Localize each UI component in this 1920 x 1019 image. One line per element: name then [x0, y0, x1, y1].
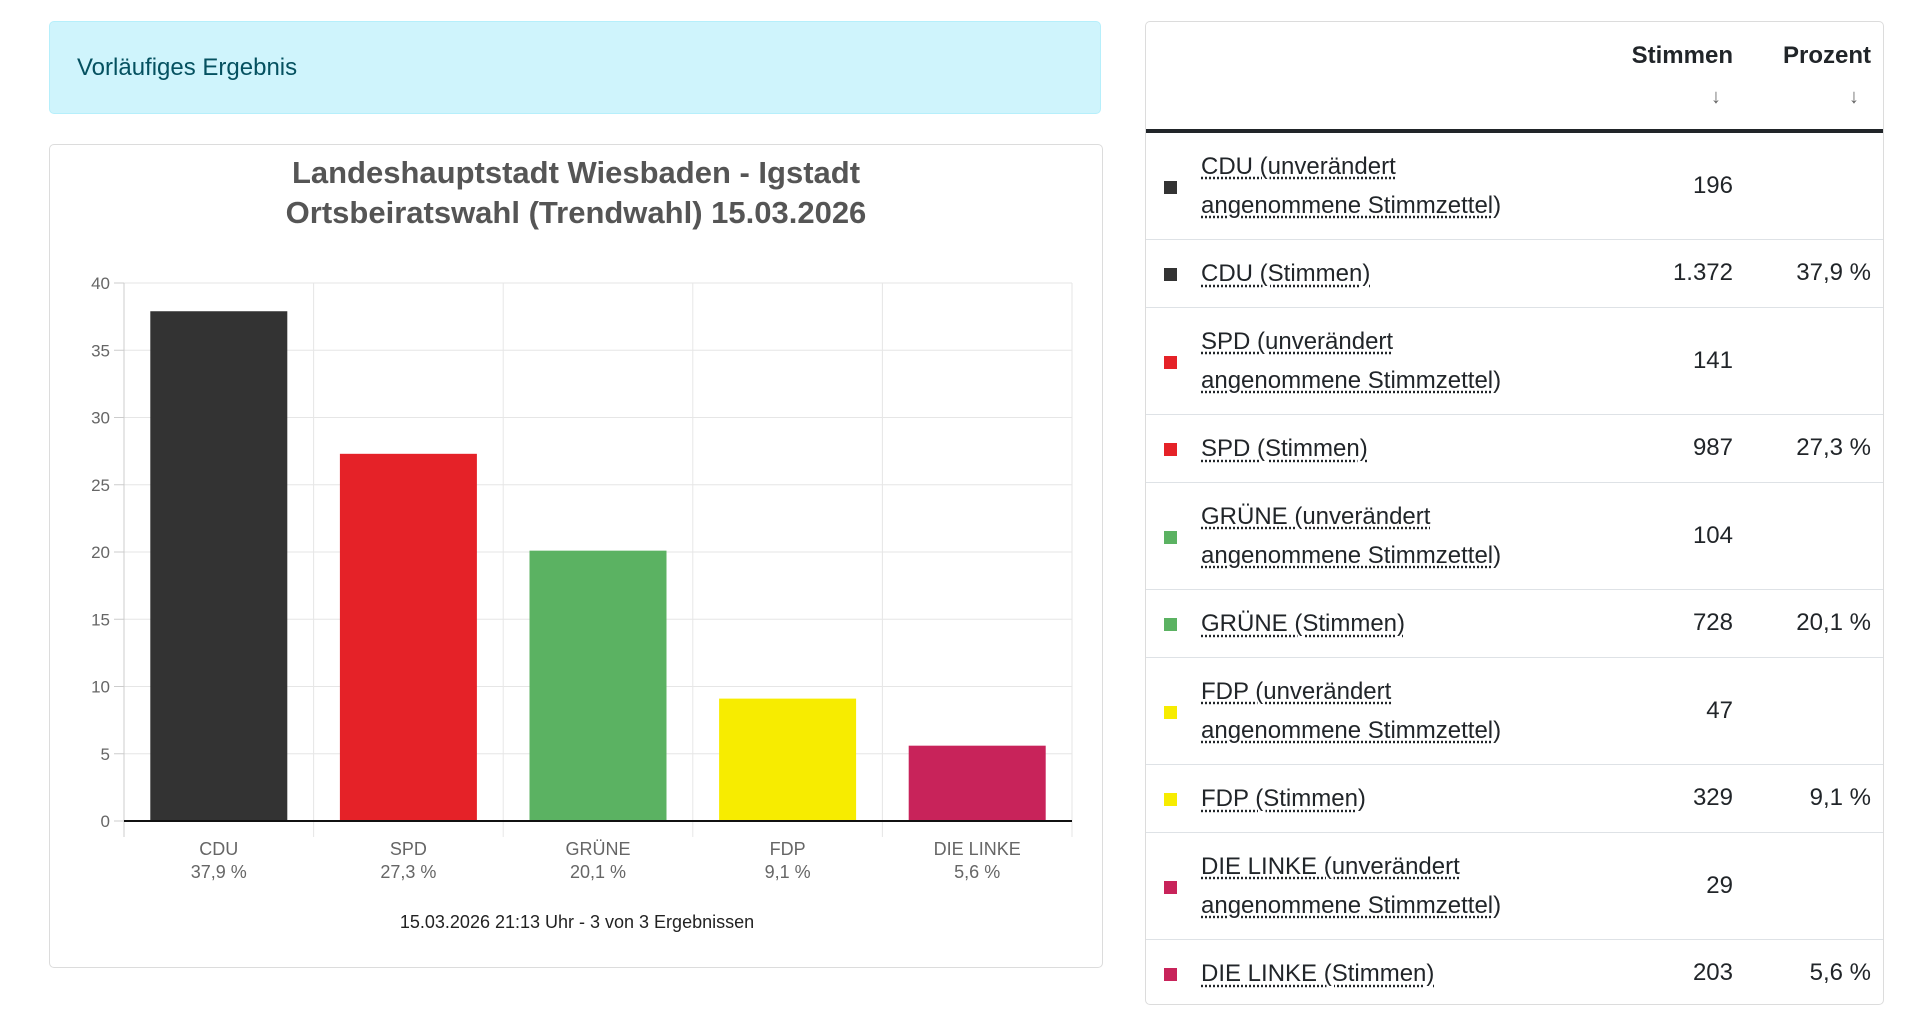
y-tick-label: 10 — [91, 678, 110, 697]
party-name-line-1: CDU (unverändert — [1201, 152, 1396, 180]
votes-cell: 104 — [1692, 521, 1733, 549]
party-link[interactable]: SPD (Stimmen) — [1201, 429, 1368, 468]
party-color-swatch — [1164, 443, 1177, 456]
party-link[interactable]: CDU (unverändert angenommene Stimmzettel) — [1201, 147, 1501, 225]
bar-fdp — [719, 698, 857, 821]
table-row: DIE LINKE (Stimmen) 203 5,6 % — [1146, 940, 1883, 1004]
party-name-line-1: SPD (unverändert — [1201, 327, 1394, 355]
y-tick-label: 30 — [91, 409, 110, 428]
category-percent-label: 37,9 % — [191, 862, 247, 882]
table-row: CDU (Stimmen) 1.372 37,9 % — [1146, 240, 1883, 308]
category-percent-label: 27,3 % — [380, 862, 436, 882]
party-name-line-2: angenommene Stimmzettel) — [1201, 366, 1502, 394]
party-link[interactable]: FDP (unverändert angenommene Stimmzettel) — [1201, 672, 1501, 750]
votes-cell: 987 — [1692, 434, 1733, 461]
preliminary-result-alert: Vorläufiges Ergebnis — [49, 21, 1101, 114]
header-votes[interactable]: Stimmen — [1631, 42, 1733, 69]
party-link[interactable]: DIE LINKE (unverändert angenommene Stimmz… — [1201, 847, 1501, 925]
table-header: Stimmen Prozent ↓ ↓ — [1146, 22, 1883, 133]
percent-cell: 37,9 % — [1796, 259, 1871, 286]
category-label: CDU — [199, 839, 238, 859]
results-table: Stimmen Prozent ↓ ↓ CDU (unverändert ange… — [1145, 21, 1884, 1005]
y-tick-label: 15 — [91, 610, 110, 629]
y-tick-label: 40 — [91, 274, 110, 293]
party-link[interactable]: GRÜNE (Stimmen) — [1201, 604, 1405, 643]
votes-cell: 728 — [1692, 609, 1733, 636]
party-color-swatch — [1164, 968, 1177, 981]
party-name-line-1: DIE LINKE (unverändert — [1201, 852, 1460, 880]
chart-footer: 15.03.2026 21:13 Uhr - 3 von 3 Ergebniss… — [400, 912, 754, 932]
category-percent-label: 20,1 % — [570, 862, 626, 882]
votes-cell: 196 — [1692, 171, 1733, 199]
y-tick-label: 0 — [101, 812, 110, 831]
party-color-swatch — [1164, 618, 1177, 631]
chart-title-line-2: Ortsbeiratswahl (Trendwahl) 15.03.2026 — [285, 195, 867, 230]
percent-cell: 9,1 % — [1809, 784, 1871, 811]
alert-text: Vorläufiges Ergebnis — [77, 54, 298, 81]
y-tick-label: 20 — [91, 543, 110, 562]
percent-cell: 5,6 % — [1809, 959, 1871, 986]
category-label: FDP — [770, 839, 806, 859]
party-color-swatch — [1164, 180, 1177, 194]
percent-cell: 27,3 % — [1796, 434, 1871, 461]
table-row: FDP (unverändert angenommene Stimmzettel)… — [1146, 658, 1883, 765]
table-row: GRÜNE (Stimmen) 728 20,1 % — [1146, 590, 1883, 658]
category-label: DIE LINKE — [934, 839, 1021, 859]
votes-cell: 329 — [1692, 784, 1733, 811]
bar-cdu — [150, 311, 288, 821]
party-link[interactable]: GRÜNE (unverändert angenommene Stimmzette… — [1201, 497, 1501, 575]
party-name-line-1: GRÜNE (Stimmen) — [1201, 610, 1406, 637]
party-color-swatch — [1164, 530, 1177, 544]
party-link[interactable]: DIE LINKE (Stimmen) — [1201, 954, 1434, 993]
party-color-swatch — [1164, 268, 1177, 281]
votes-cell: 141 — [1692, 346, 1733, 374]
party-color-swatch — [1164, 355, 1177, 369]
y-tick-label: 5 — [101, 745, 110, 764]
bar-grüne — [529, 550, 667, 821]
votes-cell: 47 — [1706, 696, 1733, 724]
party-link[interactable]: SPD (unverändert angenommene Stimmzettel) — [1201, 322, 1501, 400]
header-percent[interactable]: Prozent — [1782, 42, 1871, 69]
party-name-line-1: FDP (unverändert — [1201, 677, 1392, 705]
party-name-line-2: angenommene Stimmzettel) — [1201, 191, 1502, 219]
bar-chart: 0 5 10 15 20 25 30 35 40 CDU 37,9 % SPD 27,3 % GRÜNE 2… — [91, 274, 1073, 932]
votes-cell: 1.372 — [1672, 259, 1733, 286]
table-row: SPD (Stimmen) 987 27,3 % — [1146, 415, 1883, 483]
y-tick-label: 35 — [91, 341, 110, 360]
table-row: CDU (unverändert angenommene Stimmzettel)… — [1146, 133, 1883, 240]
party-name-line-2: angenommene Stimmzettel) — [1201, 541, 1502, 569]
party-name-line-1: DIE LINKE (Stimmen) — [1201, 960, 1435, 987]
table-row: FDP (Stimmen) 329 9,1 % — [1146, 765, 1883, 833]
category-label: SPD — [390, 839, 427, 859]
party-color-swatch — [1164, 880, 1177, 894]
party-name-line-1: SPD (Stimmen) — [1201, 435, 1368, 462]
category-percent-label: 5,6 % — [954, 862, 1000, 882]
sort-arrow-down-icon[interactable]: ↓ — [1711, 86, 1721, 108]
party-name-line-2: angenommene Stimmzettel) — [1201, 891, 1502, 919]
category-label: GRÜNE — [565, 839, 630, 859]
party-name-line-2: angenommene Stimmzettel) — [1201, 716, 1502, 744]
category-percent-label: 9,1 % — [765, 862, 811, 882]
table-row: SPD (unverändert angenommene Stimmzettel)… — [1146, 308, 1883, 415]
votes-cell: 29 — [1706, 871, 1733, 899]
party-name-line-1: FDP (Stimmen) — [1201, 785, 1366, 812]
table-row: GRÜNE (unverändert angenommene Stimmzette… — [1146, 483, 1883, 590]
y-tick-label: 25 — [91, 476, 110, 495]
chart-title-line-1: Landeshauptstadt Wiesbaden - Igstadt — [291, 155, 861, 190]
party-name-line-1: CDU (Stimmen) — [1201, 260, 1371, 287]
sort-arrow-down-icon[interactable]: ↓ — [1849, 86, 1859, 108]
party-link[interactable]: FDP (Stimmen) — [1201, 779, 1366, 818]
party-link[interactable]: CDU (Stimmen) — [1201, 254, 1370, 293]
table-row: DIE LINKE (unverändert angenommene Stimmz… — [1146, 833, 1883, 940]
votes-cell: 203 — [1692, 959, 1733, 986]
bar-spd — [339, 453, 477, 821]
party-color-swatch — [1164, 705, 1177, 719]
bar-die-linke — [908, 745, 1046, 821]
party-name-line-1: GRÜNE (unverändert — [1201, 502, 1431, 530]
chart-card: Landeshauptstadt Wiesbaden - Igstadt Ort… — [49, 144, 1103, 968]
party-color-swatch — [1164, 793, 1177, 806]
percent-cell: 20,1 % — [1796, 609, 1871, 636]
